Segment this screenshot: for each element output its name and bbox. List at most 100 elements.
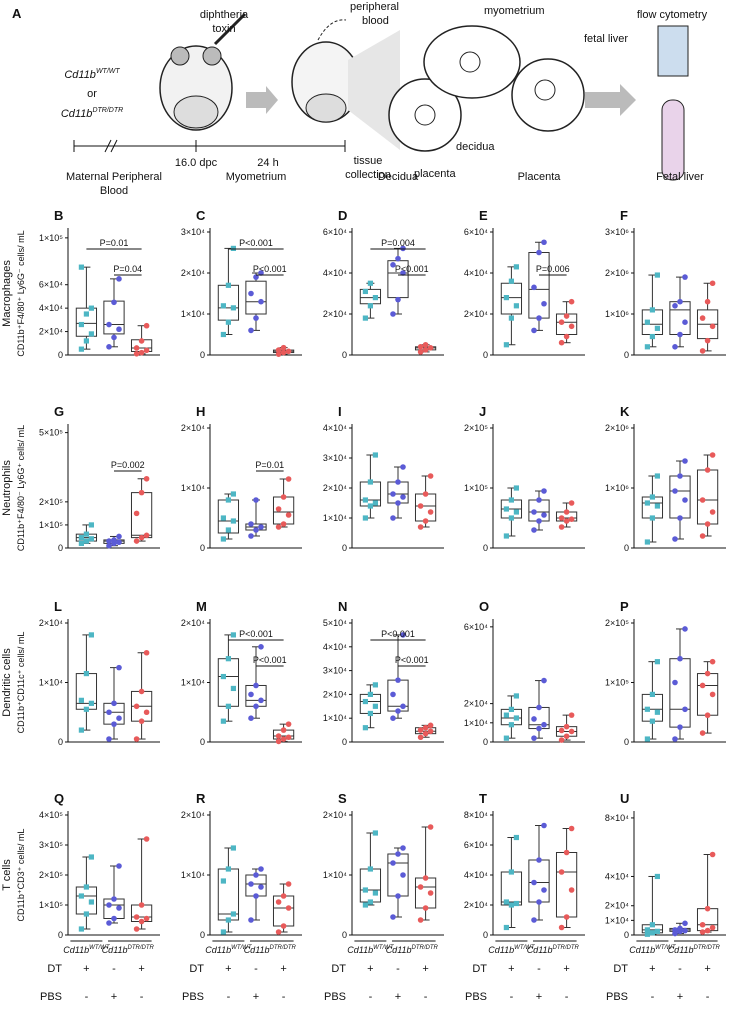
point (558, 737, 565, 743)
point (427, 890, 434, 896)
point (558, 524, 565, 530)
point (644, 539, 650, 545)
point (644, 319, 650, 325)
point (709, 509, 716, 515)
point (649, 718, 655, 724)
treatment-sign: + (422, 963, 428, 975)
point (248, 715, 254, 721)
point (699, 533, 706, 539)
point (133, 914, 140, 920)
point (280, 521, 287, 527)
y-tick-label: 1×10⁵ (464, 483, 488, 493)
point (253, 682, 259, 689)
genotype-sup: WT/WT (655, 945, 677, 951)
point (654, 473, 660, 479)
point (395, 677, 401, 683)
treatment-sign: + (253, 991, 259, 1003)
genotype-label: Cd11bWT/WT (488, 945, 536, 955)
point (644, 927, 650, 933)
point (699, 315, 706, 321)
point (275, 929, 282, 935)
label: placenta (414, 168, 456, 180)
point (83, 531, 89, 537)
point (220, 929, 226, 935)
point (704, 298, 711, 305)
point (225, 866, 231, 872)
point (563, 518, 570, 524)
y-axis-label: CD11b⁺CD11c⁺ cells/ mL (16, 632, 26, 734)
point (672, 303, 678, 309)
treatment-label: PBS (465, 991, 487, 1003)
point (568, 500, 575, 506)
panel-letter: J (479, 404, 486, 419)
point (649, 307, 655, 313)
treatment-sign: - (565, 991, 569, 1003)
point (395, 851, 401, 857)
point (285, 905, 292, 911)
timeline-break (110, 139, 118, 153)
panel-letter: T (479, 791, 487, 806)
point (362, 698, 368, 705)
treatment-sign: - (85, 991, 89, 1003)
point (682, 458, 688, 464)
point (427, 473, 434, 479)
point (654, 873, 660, 880)
treatment-sign: - (112, 963, 116, 975)
y-tick-label: 0 (58, 350, 63, 360)
point (536, 899, 542, 905)
y-tick-label: 1×10⁴ (464, 718, 488, 728)
y-tick-label: 1×10⁵ (39, 900, 63, 910)
point (541, 822, 547, 829)
point (568, 516, 575, 522)
point (704, 467, 711, 473)
column-title-line: Maternal Peripheral (66, 171, 162, 183)
treatment-sign: - (227, 991, 231, 1003)
y-tick-label: 2×10⁴ (181, 423, 205, 433)
point (111, 334, 117, 341)
point (220, 718, 226, 724)
p-value: P=0.002 (111, 460, 145, 470)
point (513, 834, 519, 841)
y-tick-label: 2×10⁴ (181, 618, 205, 628)
box (555, 852, 578, 918)
y-tick-label: 2×10⁶ (605, 268, 629, 278)
y-tick-label: 3×10⁴ (323, 453, 347, 463)
point (699, 929, 706, 935)
y-tick-label: 2×10⁴ (464, 900, 488, 910)
y-tick-label: 2×10⁴ (323, 810, 347, 820)
point (531, 716, 537, 722)
point (508, 278, 514, 284)
point (78, 346, 84, 352)
treatment-label: PBS (182, 991, 204, 1003)
point (427, 728, 434, 735)
y-tick-label: 3×10⁶ (605, 227, 629, 237)
point (531, 527, 537, 533)
point (513, 264, 519, 270)
y-tick-label: 1×10⁴ (323, 713, 347, 723)
treatment-label: DT (613, 963, 628, 975)
point (508, 902, 514, 908)
point (513, 303, 519, 309)
point (672, 344, 678, 350)
label: diphtheria (200, 9, 249, 21)
genotype-label: Cd11bWT/WT (347, 945, 395, 955)
panel-letter: Q (54, 791, 64, 806)
point (508, 315, 514, 321)
point (644, 736, 650, 742)
treatment-label: PBS (324, 991, 346, 1003)
genotype-sup: DTR/DTR (128, 945, 155, 951)
point (536, 315, 542, 321)
point (558, 869, 565, 875)
panel-letter: C (196, 208, 206, 223)
point (116, 863, 122, 869)
genotype: Cd11bDTR/DTR (61, 107, 123, 120)
point (275, 738, 282, 745)
point (362, 315, 368, 321)
point (536, 704, 542, 711)
treatment-sign: + (395, 991, 401, 1003)
point (225, 703, 231, 709)
treatment-sign: - (282, 991, 286, 1003)
treatment-sign: - (369, 991, 373, 1003)
treatment-sign: - (510, 991, 514, 1003)
point (709, 658, 716, 665)
